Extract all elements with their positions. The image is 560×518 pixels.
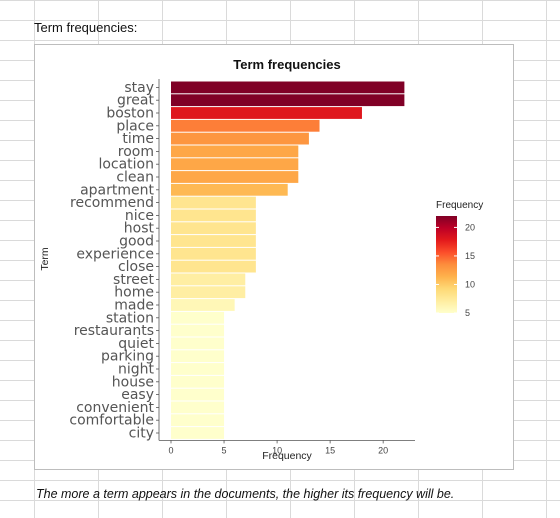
x-tick-label-0: 0: [168, 445, 173, 455]
legend-title: Frequency: [436, 200, 483, 211]
bar-easy: [171, 388, 225, 401]
x-tick-label-5: 5: [222, 445, 227, 455]
bar-restaurants: [171, 324, 225, 337]
bar-convenient: [171, 401, 225, 414]
sheet-heading: Term frequencies:: [34, 20, 138, 35]
bar-quiet: [171, 337, 225, 350]
term-label-night: night: [118, 362, 155, 378]
term-labels-group: staygreatbostonplacetimeroomlocationclea…: [69, 80, 159, 442]
term-label-host: host: [124, 221, 155, 237]
bar-house: [171, 375, 225, 388]
legend-ticks-group: 5 10 15 20: [436, 222, 475, 318]
legend-color-bar: [436, 216, 457, 313]
bar-nice: [171, 209, 256, 222]
term-label-room: room: [118, 144, 154, 160]
bar-street: [171, 273, 246, 286]
bar-good: [171, 235, 256, 247]
legend-label-20: 20: [465, 222, 475, 232]
x-axis-title: Frequency: [262, 450, 312, 462]
bars-group: [171, 81, 405, 439]
y-axis-title: Term: [39, 247, 51, 271]
legend-label-15: 15: [465, 251, 475, 261]
term-label-nice: nice: [125, 208, 154, 224]
bar-comfortable: [171, 414, 225, 427]
x-tick-label-20: 20: [378, 445, 388, 455]
term-label-home: home: [114, 285, 154, 301]
bar-parking: [171, 350, 225, 363]
term-label-quiet: quiet: [118, 336, 154, 352]
bar-host: [171, 222, 256, 235]
term-label-street: street: [113, 272, 154, 288]
term-label-convenient: convenient: [76, 400, 154, 416]
bar-experience: [171, 247, 256, 260]
term-label-experience: experience: [76, 246, 154, 262]
bar-night: [171, 363, 225, 375]
term-label-close: close: [118, 259, 154, 275]
term-label-recommend: recommend: [70, 195, 154, 211]
term-label-restaurants: restaurants: [74, 323, 154, 339]
bar-recommend: [171, 196, 256, 209]
term-frequency-chart: Term frequencies staygreatbostonplacetim…: [39, 57, 483, 462]
sheet-caption: The more a term appears in the documents…: [36, 487, 455, 501]
bar-boston: [171, 107, 362, 119]
x-ticks-group: 0 5 10 15 20: [168, 440, 388, 455]
bar-location: [171, 158, 299, 171]
legend-label-5: 5: [465, 308, 470, 318]
term-label-location: location: [98, 157, 154, 173]
term-label-house: house: [112, 374, 154, 390]
term-label-easy: easy: [121, 387, 154, 403]
bar-time: [171, 132, 309, 145]
term-label-time: time: [122, 131, 154, 147]
term-label-great: great: [117, 93, 155, 109]
term-label-comfortable: comfortable: [69, 413, 154, 429]
term-label-station: station: [106, 310, 154, 326]
term-label-parking: parking: [101, 349, 154, 365]
term-label-city: city: [129, 426, 154, 442]
term-label-clean: clean: [116, 170, 154, 186]
term-label-place: place: [116, 118, 154, 134]
x-tick-label-10: 10: [272, 445, 282, 455]
bar-city: [171, 427, 225, 439]
bar-great: [171, 94, 405, 107]
term-label-stay: stay: [124, 80, 154, 96]
bar-clean: [171, 171, 299, 183]
bar-place: [171, 119, 320, 132]
term-label-made: made: [114, 298, 154, 314]
bar-home: [171, 286, 246, 299]
bar-room: [171, 145, 299, 158]
term-label-good: good: [119, 234, 154, 250]
term-label-apartment: apartment: [80, 182, 154, 198]
chart-panel: Term frequencies stay great boston place tim…: [34, 44, 514, 470]
bar-station: [171, 311, 225, 324]
term-label-boston: boston: [106, 106, 154, 122]
legend-label-10: 10: [465, 279, 475, 289]
chart-title: Term frequencies: [233, 57, 340, 72]
bar-stay: [171, 81, 405, 94]
bar-made: [171, 299, 235, 311]
bar-apartment: [171, 183, 288, 196]
x-tick-label-15: 15: [325, 445, 335, 455]
bar-close: [171, 260, 256, 273]
